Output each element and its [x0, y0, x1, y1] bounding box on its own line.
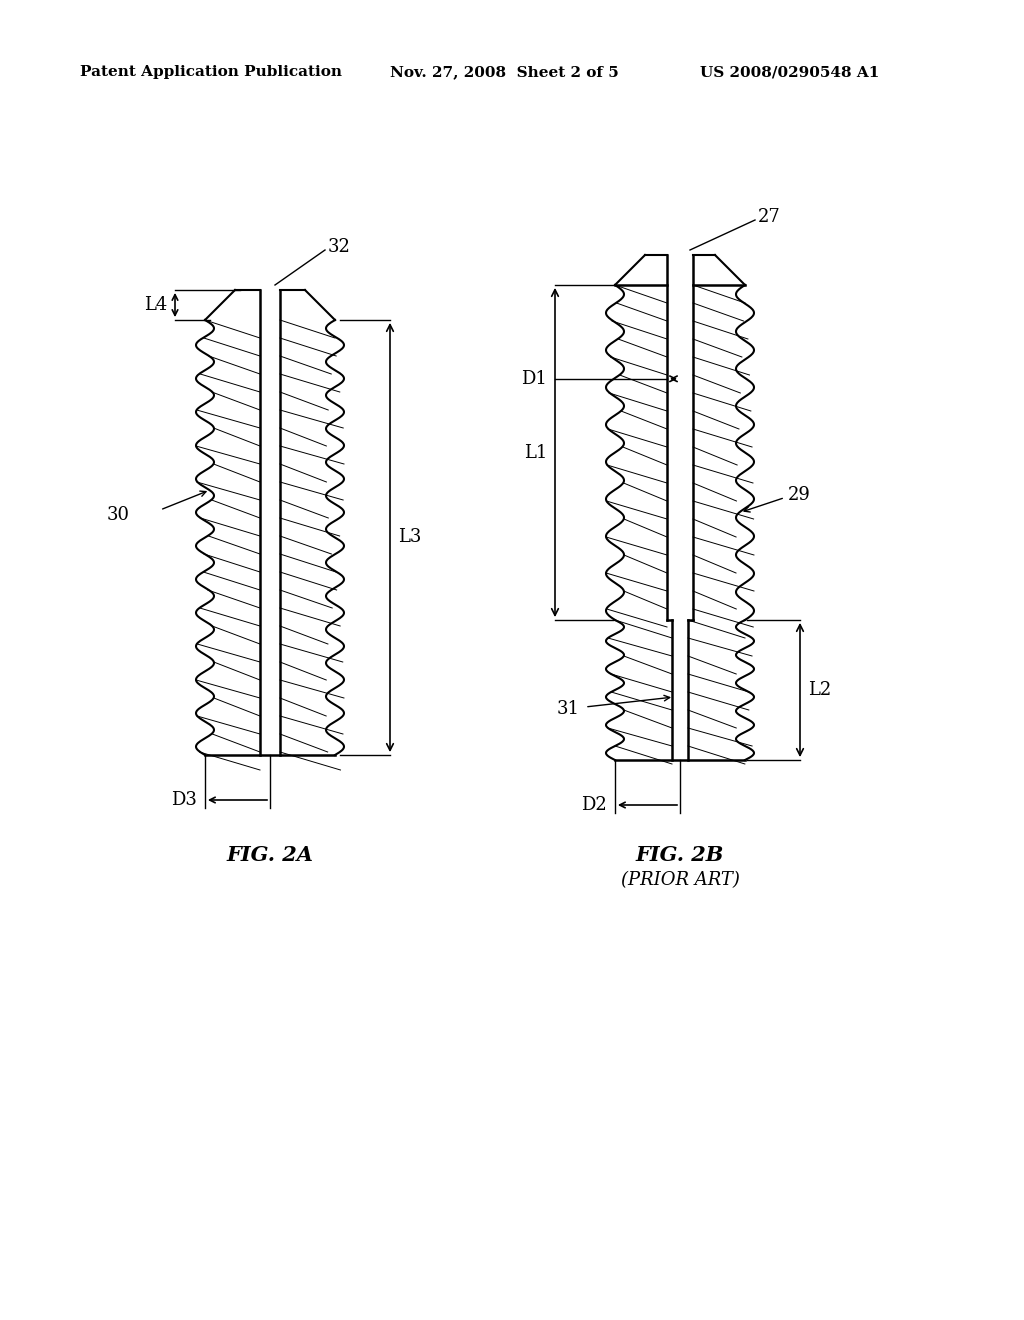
Text: L2: L2: [808, 681, 831, 700]
Text: 27: 27: [758, 209, 780, 226]
Text: FIG. 2A: FIG. 2A: [226, 845, 313, 865]
Text: (PRIOR ART): (PRIOR ART): [621, 871, 739, 888]
Text: L4: L4: [143, 296, 167, 314]
Text: D2: D2: [582, 796, 607, 814]
Text: L1: L1: [523, 444, 547, 462]
Text: 29: 29: [788, 486, 811, 503]
Text: D3: D3: [171, 791, 197, 809]
Text: Patent Application Publication: Patent Application Publication: [80, 65, 342, 79]
Text: FIG. 2B: FIG. 2B: [636, 845, 724, 865]
Text: 30: 30: [106, 506, 130, 524]
Text: 31: 31: [557, 700, 580, 718]
Text: Nov. 27, 2008  Sheet 2 of 5: Nov. 27, 2008 Sheet 2 of 5: [390, 65, 618, 79]
Text: 32: 32: [328, 238, 351, 256]
Text: US 2008/0290548 A1: US 2008/0290548 A1: [700, 65, 880, 79]
Text: L3: L3: [398, 528, 421, 546]
Text: D1: D1: [521, 370, 547, 388]
